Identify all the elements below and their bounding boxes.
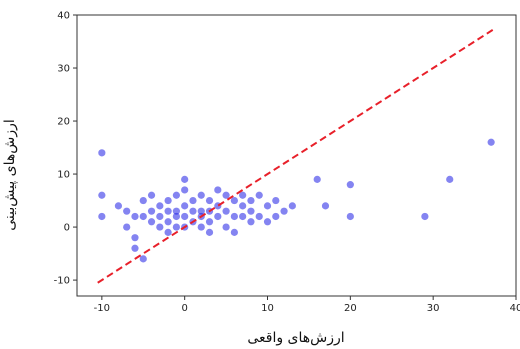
data-point <box>230 196 238 205</box>
data-point <box>156 223 164 231</box>
y-tick-label: 30 <box>57 64 70 75</box>
data-point <box>247 196 255 205</box>
data-point <box>123 207 131 215</box>
data-point <box>280 207 288 215</box>
x-tick-label: 30 <box>427 303 440 314</box>
data-point <box>263 202 272 210</box>
data-point <box>147 218 156 226</box>
data-point <box>189 207 197 215</box>
y-tick-label: 0 <box>64 223 70 234</box>
data-point <box>164 228 172 236</box>
data-point <box>181 212 189 221</box>
data-point <box>139 196 147 205</box>
data-point <box>205 218 214 226</box>
plot-frame <box>76 14 517 297</box>
data-point <box>123 223 131 231</box>
data-point <box>487 138 495 146</box>
x-axis-title: ارزش‌های واقعی <box>247 330 344 346</box>
data-point <box>164 207 172 215</box>
data-point <box>189 196 197 205</box>
data-point <box>263 218 272 226</box>
data-point <box>247 218 255 226</box>
reference-line <box>97 27 496 284</box>
data-point <box>247 207 255 215</box>
plot-area: -10 0 10 20 30 40 -10 0 10 20 30 40 <box>54 11 520 315</box>
data-point <box>205 196 214 205</box>
data-point <box>239 212 247 221</box>
x-tick-label: 20 <box>344 303 357 314</box>
data-point <box>98 212 106 221</box>
data-point <box>288 202 296 210</box>
data-point <box>214 186 222 194</box>
data-point <box>222 207 230 215</box>
data-point <box>98 149 106 157</box>
data-point <box>222 223 230 231</box>
data-point <box>446 175 454 183</box>
data-point <box>139 212 147 221</box>
data-point <box>164 196 172 205</box>
data-point <box>255 191 263 199</box>
data-point <box>321 202 330 210</box>
data-point <box>131 244 139 252</box>
data-point <box>156 202 164 210</box>
data-point <box>421 212 429 221</box>
data-point <box>214 212 222 221</box>
data-point <box>131 212 139 221</box>
y-tick-label: 10 <box>57 170 70 181</box>
data-point <box>172 207 180 215</box>
data-point <box>272 212 280 221</box>
x-tick-label: -10 <box>94 303 110 314</box>
data-point <box>197 223 205 231</box>
data-point <box>181 186 189 194</box>
y-axis-title: ارزش‌های پیش‌بینی <box>2 119 18 231</box>
x-tick-label: 0 <box>181 303 187 314</box>
data-point <box>139 255 147 263</box>
data-point <box>164 218 172 226</box>
data-point <box>114 202 123 210</box>
data-point <box>255 212 263 221</box>
data-point <box>172 212 180 221</box>
data-point <box>147 207 156 215</box>
data-point <box>156 212 164 221</box>
data-point <box>222 191 230 199</box>
data-point <box>197 207 205 215</box>
y-tick-label: -10 <box>54 276 70 287</box>
data-point <box>313 175 321 183</box>
y-tick-label: 20 <box>57 117 70 128</box>
data-point <box>131 234 139 242</box>
x-tick-label: 10 <box>261 303 274 314</box>
data-point <box>272 196 280 205</box>
data-point <box>172 223 180 231</box>
data-point <box>98 191 106 199</box>
data-point <box>230 212 238 221</box>
data-point <box>239 191 247 199</box>
data-point <box>239 202 247 210</box>
data-point <box>197 191 205 199</box>
y-tick-label: 40 <box>57 11 70 22</box>
data-point <box>181 202 189 210</box>
data-point <box>346 212 354 221</box>
data-point <box>172 191 180 199</box>
data-point <box>346 181 354 189</box>
data-point <box>205 228 214 236</box>
x-tick-label: 40 <box>510 303 520 314</box>
data-point <box>147 191 156 199</box>
data-point <box>181 175 189 183</box>
data-point <box>230 228 238 236</box>
